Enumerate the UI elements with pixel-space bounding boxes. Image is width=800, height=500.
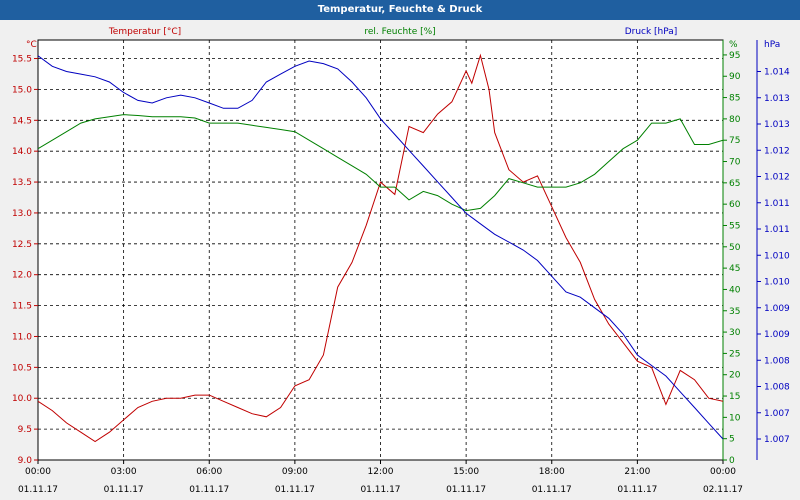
humidity-tick-label: 50 — [729, 243, 741, 253]
x-tick-date: 01.11.17 — [360, 485, 400, 495]
temp-tick-label: 10.5 — [12, 363, 32, 373]
humidity-tick-label: 90 — [729, 72, 741, 82]
humidity-unit: % — [729, 40, 738, 50]
x-tick-time: 09:00 — [282, 467, 308, 477]
humidity-tick-label: 25 — [729, 349, 740, 359]
pressure-tick-label: 1.007 — [764, 409, 790, 419]
temp-tick-label: 12.5 — [12, 240, 32, 250]
x-tick-time: 21:00 — [624, 467, 650, 477]
pressure-tick-label: 1.012 — [764, 146, 790, 156]
x-tick-date: 01.11.17 — [189, 485, 229, 495]
x-tick-date: 01.11.17 — [446, 485, 486, 495]
x-tick-time: 15:00 — [453, 467, 479, 477]
humidity-tick-label: 45 — [729, 264, 740, 274]
pressure-tick-label: 1.010 — [764, 251, 790, 261]
temp-tick-label: 14.0 — [12, 147, 32, 157]
series-line-humidity — [38, 114, 723, 212]
temp-tick-label: 11.0 — [12, 332, 32, 342]
temp-tick-label: 15.0 — [12, 85, 32, 95]
temp-tick-label: 10.0 — [12, 394, 32, 404]
pressure-tick-label: 1.011 — [764, 225, 790, 235]
x-tick-time: 18:00 — [539, 467, 565, 477]
humidity-tick-label: 0 — [729, 456, 735, 466]
x-tick-time: 03:00 — [111, 467, 137, 477]
humidity-tick-label: 5 — [729, 435, 735, 445]
temp-axis-label: Temperatur [°C] — [108, 27, 181, 37]
temp-tick-label: 15.5 — [12, 55, 32, 65]
humidity-tick-label: 20 — [729, 371, 741, 381]
humidity-tick-label: 55 — [729, 221, 740, 231]
line-chart: 00:00 01.11.17 03:00 01.11.17 06:00 01.11.17 0… — [12, 27, 790, 495]
series-line-temperature — [38, 53, 723, 443]
pressure-tick-label: 1.014 — [764, 68, 790, 78]
x-tick-time: 00:00 — [25, 467, 51, 477]
x-tick-date: 01.11.17 — [532, 485, 572, 495]
pressure-tick-label: 1.011 — [764, 199, 790, 209]
pressure-tick-label: 1.009 — [764, 330, 790, 340]
temp-tick-label: 13.5 — [12, 178, 32, 188]
humidity-tick-label: 30 — [729, 328, 741, 338]
window-title: Temperatur, Feuchte & Druck — [0, 0, 800, 20]
pressure-tick-label: 1.008 — [764, 383, 790, 393]
humidity-tick-label: 35 — [729, 307, 740, 317]
pressure-unit: hPa — [764, 40, 780, 50]
pressure-tick-label: 1.008 — [764, 356, 790, 366]
humidity-tick-label: 10 — [729, 413, 741, 423]
x-tick-date: 01.11.17 — [275, 485, 315, 495]
humidity-tick-label: 70 — [729, 158, 741, 168]
x-tick-time: 06:00 — [196, 467, 222, 477]
x-tick-time: 12:00 — [368, 467, 394, 477]
humidity-tick-label: 15 — [729, 392, 740, 402]
pressure-tick-label: 1.013 — [764, 94, 790, 104]
humidity-tick-label: 65 — [729, 179, 740, 189]
x-tick-date: 01.11.17 — [104, 485, 144, 495]
pressure-tick-label: 1.012 — [764, 173, 790, 183]
x-tick-date: 02.11.17 — [703, 485, 743, 495]
humidity-axis-label: rel. Feuchte [%] — [364, 27, 435, 37]
x-tick-date: 01.11.17 — [617, 485, 657, 495]
series-line-pressure — [38, 55, 723, 440]
temp-tick-label: 13.0 — [12, 209, 32, 219]
temp-unit: °C — [26, 40, 37, 50]
x-tick-date: 01.11.17 — [18, 485, 58, 495]
pressure-axis-label: Druck [hPa] — [625, 27, 678, 37]
humidity-tick-label: 75 — [729, 136, 740, 146]
x-tick-time: 00:00 — [710, 467, 736, 477]
temp-tick-label: 9.0 — [18, 456, 33, 466]
temp-tick-label: 11.5 — [12, 302, 32, 312]
pressure-tick-label: 1.007 — [764, 435, 790, 445]
temp-tick-label: 14.5 — [12, 116, 32, 126]
humidity-tick-label: 60 — [729, 200, 741, 210]
temp-tick-label: 9.5 — [18, 425, 32, 435]
humidity-tick-label: 40 — [729, 285, 741, 295]
humidity-tick-label: 95 — [729, 51, 740, 61]
pressure-tick-label: 1.009 — [764, 304, 790, 314]
humidity-tick-label: 85 — [729, 94, 740, 104]
humidity-tick-label: 80 — [729, 115, 741, 125]
pressure-tick-label: 1.013 — [764, 120, 790, 130]
pressure-tick-label: 1.010 — [764, 278, 790, 288]
temp-tick-label: 12.0 — [12, 271, 32, 281]
